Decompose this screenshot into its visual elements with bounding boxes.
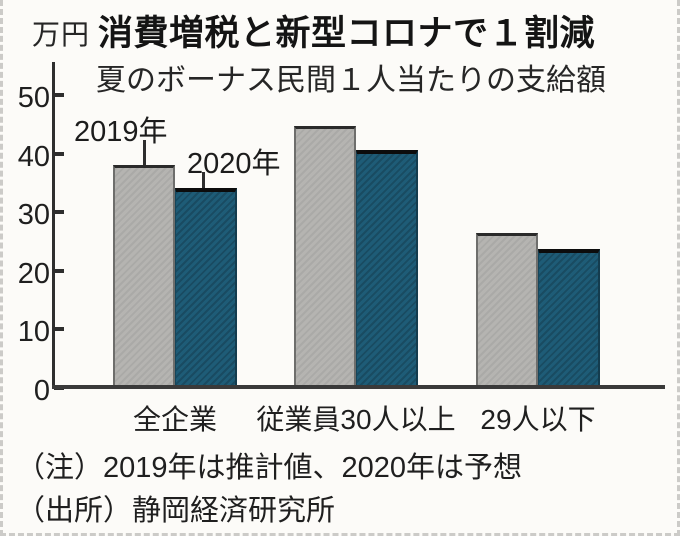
y-tick-label-20: 20 [17, 257, 50, 290]
bar-2019年-従業員30人以上 [294, 126, 356, 388]
legend-label-2019: 2019年 [74, 116, 168, 148]
y-tick-mark-50 [54, 93, 64, 97]
chart-title: 消費増税と新型コロナで１割減 [98, 14, 596, 53]
y-tick-label-50: 50 [17, 82, 50, 114]
category-label-29人以下: 29人以下 [480, 404, 596, 435]
x-axis-baseline [52, 385, 665, 389]
y-tick-label-10: 10 [17, 316, 50, 349]
legend-connector-2019年 [143, 140, 146, 166]
category-label-従業員30人以上: 従業員30人以上 [256, 404, 456, 435]
bar-2020年-29人以下 [538, 249, 600, 388]
bar-2019年-全企業 [113, 165, 175, 388]
bar-2020年-従業員30人以上 [356, 150, 418, 388]
chart-subtitle: 夏のボーナス民間１人当たりの支給額 [96, 64, 606, 97]
legend-connector-2020年 [202, 172, 205, 188]
y-tick-mark-20 [54, 268, 64, 273]
y-tick-label-30: 30 [17, 199, 50, 232]
source-text: （出所）静岡経済研究所 [16, 495, 336, 527]
bar-chart-plot-area: 2019年 2020年 0 10 20 30 40 50 全企業 従業員30人以上 29人以下 [3, 0, 677, 533]
y-tick-mark-30 [54, 210, 64, 215]
y-tick-label-0: 0 [33, 375, 50, 407]
y-tick-mark-40 [54, 151, 64, 156]
note-text: （注）2019年は推計値、2020年は予想 [16, 452, 523, 484]
bar-2019年-29人以下 [476, 233, 538, 388]
y-tick-label-40: 40 [17, 140, 50, 173]
bar-2020年-全企業 [175, 187, 237, 388]
y-axis-line [52, 62, 55, 389]
y-tick-mark-10 [54, 327, 64, 332]
category-label-全企業: 全企業 [132, 404, 218, 435]
y-axis-unit-label: 万円 [32, 19, 91, 50]
